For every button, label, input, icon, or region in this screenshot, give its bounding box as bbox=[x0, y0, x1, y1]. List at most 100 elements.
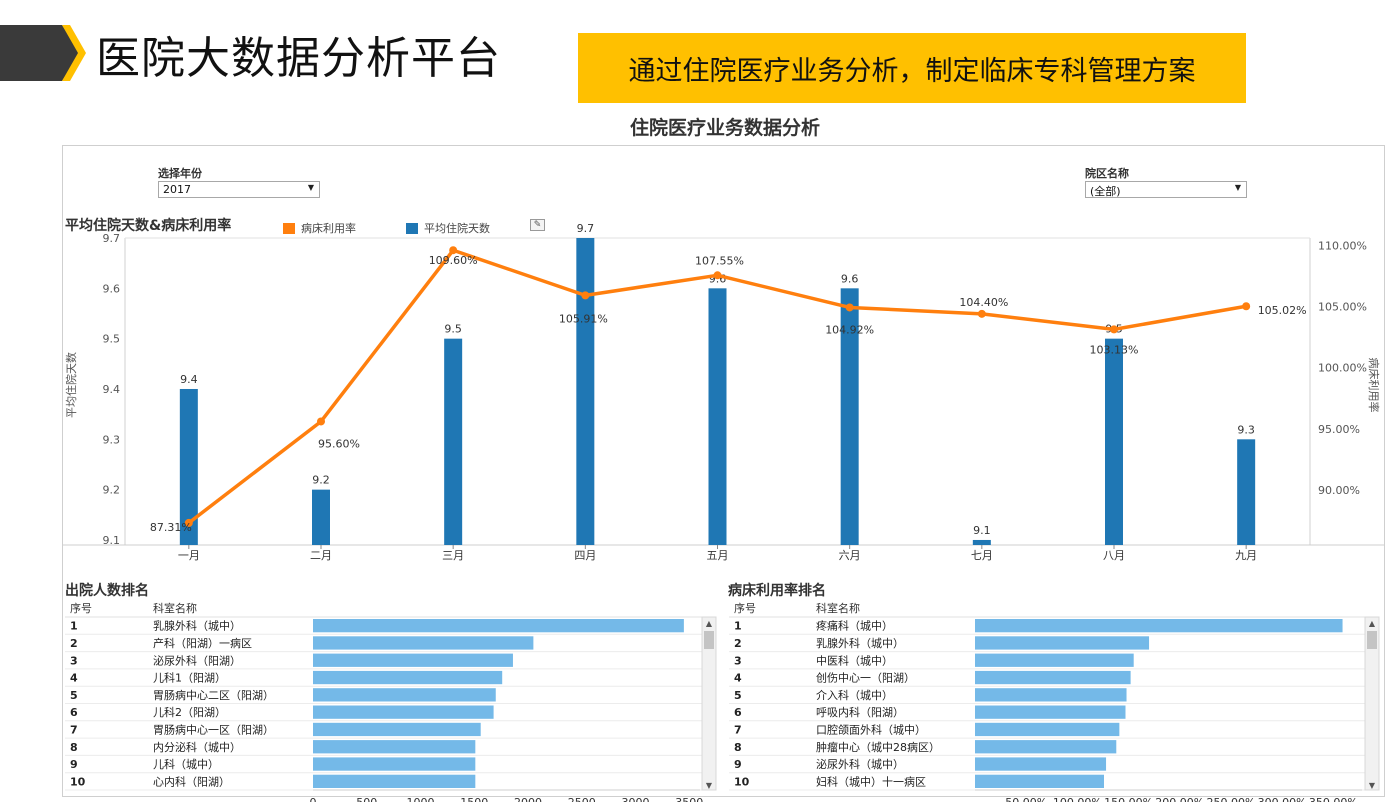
ranking-tick-label: 100.00% bbox=[1053, 796, 1102, 802]
bar-avg-days bbox=[840, 288, 859, 545]
line-point-bed-rate bbox=[184, 518, 193, 527]
line-data-label: 105.02% bbox=[1258, 304, 1307, 317]
ranking-bar bbox=[313, 740, 476, 754]
y2-tick-label: 90.00% bbox=[1318, 484, 1360, 497]
ranking-tick-label: 200.00% bbox=[1155, 796, 1204, 802]
legend-swatch bbox=[406, 222, 418, 234]
row-dept-name: 产科（阳湖）一病区 bbox=[153, 636, 252, 650]
ranking-bar bbox=[313, 619, 684, 633]
row-rank: 7 bbox=[734, 723, 742, 736]
row-rank: 9 bbox=[734, 758, 742, 771]
y-tick-label: 9.2 bbox=[103, 484, 121, 497]
bar-avg-days bbox=[576, 238, 595, 545]
ranking-tick-label: 3000 bbox=[622, 796, 650, 802]
row-dept-name: 心内科（阳湖） bbox=[153, 774, 230, 788]
bar-data-label: 9.6 bbox=[841, 272, 859, 285]
col-header-rank: 序号 bbox=[734, 601, 756, 615]
ranking-tick-label: 0 bbox=[310, 796, 317, 802]
row-dept-name: 泌尿外科（阳湖） bbox=[153, 653, 241, 667]
scroll-up-icon[interactable]: ▲ bbox=[1369, 619, 1376, 628]
ranking-bar bbox=[975, 740, 1117, 754]
bar-avg-days bbox=[312, 489, 330, 545]
line-point-bed-rate bbox=[317, 417, 325, 426]
line-data-label: 95.60% bbox=[318, 437, 360, 450]
bar-data-label: 9.3 bbox=[1237, 423, 1255, 436]
row-dept-name: 妇科（城中）十一病区 bbox=[816, 774, 926, 788]
legend-swatch bbox=[283, 222, 295, 234]
col-header-rank: 序号 bbox=[70, 601, 92, 615]
dashboard-title: 住院医疗业务数据分析 bbox=[629, 117, 820, 139]
bar-data-label: 9.7 bbox=[577, 222, 595, 235]
ranking-tick-label: 50.00% bbox=[1005, 796, 1047, 802]
y-tick-label: 9.6 bbox=[103, 282, 121, 295]
y-tick-label: 9.1 bbox=[103, 534, 121, 547]
ranking-bar bbox=[975, 705, 1126, 719]
line-data-label: 105.91% bbox=[559, 312, 608, 325]
ranking-tick-label: 500 bbox=[356, 796, 377, 802]
page-title: 医院大数据分析平台 bbox=[96, 33, 501, 84]
y2-axis-title: 病床利用率 bbox=[1367, 358, 1381, 413]
row-rank: 7 bbox=[70, 723, 78, 736]
legend-edit-icon[interactable]: ✎ bbox=[530, 219, 545, 231]
row-dept-name: 胃肠病中心二区（阳湖） bbox=[153, 688, 274, 702]
row-rank: 6 bbox=[734, 706, 742, 719]
x-tick-label: 二月 bbox=[310, 549, 332, 562]
bar-avg-days bbox=[1105, 338, 1123, 545]
ranking-bar bbox=[313, 757, 476, 771]
year-dropdown[interactable]: 2017 ▼ bbox=[158, 181, 320, 198]
ranking-tick-label: 150.00% bbox=[1104, 796, 1153, 802]
row-rank: 5 bbox=[70, 689, 78, 702]
line-data-label: 87.31% bbox=[150, 521, 192, 534]
row-dept-name: 胃肠病中心一区（阳湖） bbox=[153, 722, 274, 736]
row-dept-name: 呼吸内科（阳湖） bbox=[816, 705, 904, 719]
bar-avg-days bbox=[708, 288, 727, 545]
scrollbar-thumb bbox=[1367, 631, 1377, 649]
row-rank: 6 bbox=[70, 706, 78, 719]
line-data-label: 104.40% bbox=[959, 296, 1008, 309]
ranking-tick-label: 300.00% bbox=[1258, 796, 1307, 802]
ranking-bar bbox=[975, 722, 1120, 737]
row-dept-name: 乳腺外科（城中） bbox=[816, 636, 904, 650]
ranking-bar bbox=[313, 636, 534, 650]
year-dropdown-value: 2017 bbox=[163, 183, 191, 196]
x-tick-label: 九月 bbox=[1235, 549, 1257, 562]
scroll-down-icon[interactable]: ▼ bbox=[1369, 781, 1376, 790]
line-point-bed-rate bbox=[713, 271, 722, 280]
y2-tick-label: 110.00% bbox=[1318, 239, 1367, 252]
legend-item-bed-rate[interactable]: 病床利用率 bbox=[283, 220, 356, 236]
legend-label: 病床利用率 bbox=[301, 222, 356, 235]
col-header-dept: 科室名称 bbox=[816, 601, 860, 615]
row-rank: 2 bbox=[734, 637, 742, 650]
x-tick-label: 五月 bbox=[707, 549, 729, 562]
col-header-dept: 科室名称 bbox=[153, 601, 197, 615]
ranking-bar bbox=[975, 757, 1107, 771]
ranking-bar bbox=[313, 653, 513, 667]
row-rank: 10 bbox=[70, 775, 86, 788]
x-tick-label: 七月 bbox=[971, 549, 993, 562]
line-data-label: 107.55% bbox=[695, 254, 744, 267]
row-dept-name: 创伤中心一（阳湖） bbox=[816, 672, 915, 685]
scroll-down-icon[interactable]: ▼ bbox=[706, 781, 713, 790]
ranking-bar bbox=[975, 688, 1127, 702]
row-rank: 5 bbox=[734, 689, 742, 702]
y-tick-label: 9.5 bbox=[103, 333, 121, 346]
title-chevron-icon bbox=[0, 25, 86, 81]
scroll-up-icon[interactable]: ▲ bbox=[706, 619, 713, 628]
district-dropdown[interactable]: (全部) ▼ bbox=[1085, 181, 1247, 198]
y-tick-label: 9.7 bbox=[103, 232, 121, 245]
legend-item-avg-days[interactable]: 平均住院天数 bbox=[406, 220, 490, 236]
row-dept-name: 中医科（城中） bbox=[816, 653, 893, 667]
bar-data-label: 9.2 bbox=[312, 474, 330, 487]
line-point-bed-rate bbox=[1242, 302, 1251, 311]
y-axis-title: 平均住院天数 bbox=[64, 352, 78, 418]
line-data-label: 109.60% bbox=[429, 254, 478, 267]
ranking-tick-label: 350.00% bbox=[1309, 796, 1358, 802]
ranking-tick-label: 3500 bbox=[675, 796, 703, 802]
ranking-bar bbox=[313, 722, 481, 737]
row-dept-name: 乳腺外科（城中） bbox=[153, 619, 241, 633]
ranking-bar bbox=[313, 688, 496, 702]
ranking-bar bbox=[975, 636, 1150, 650]
ranking-tick-label: 1000 bbox=[407, 796, 435, 802]
banner-subtitle: 通过住院医疗业务分析，制定临床专科管理方案 bbox=[578, 33, 1246, 103]
bar-avg-days bbox=[972, 539, 991, 545]
